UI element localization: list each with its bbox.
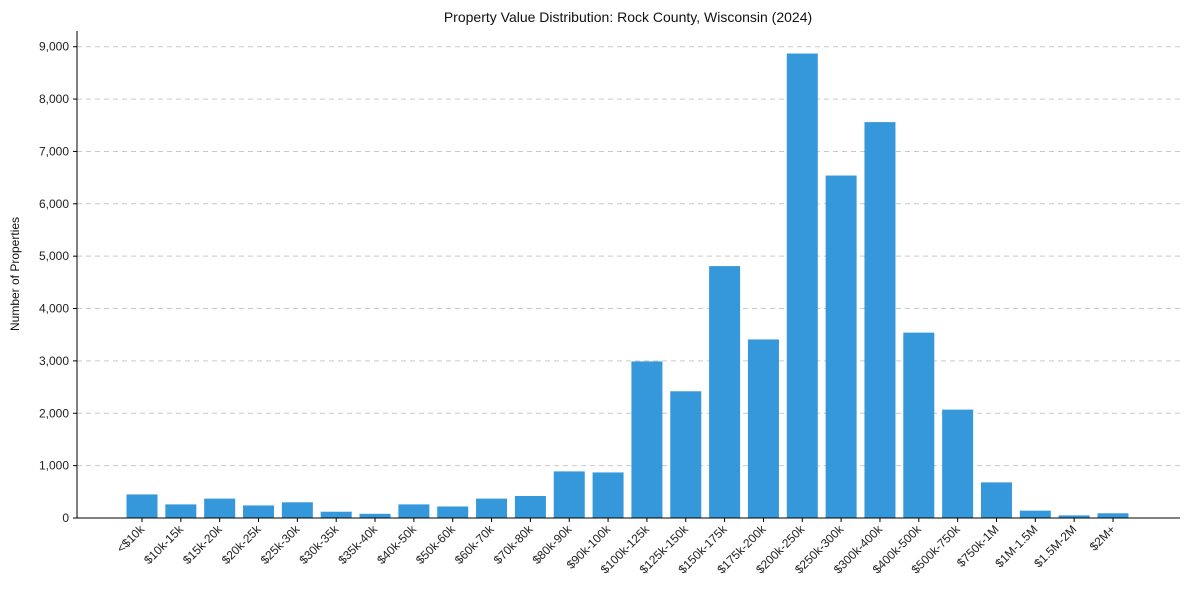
bar [825,175,857,518]
x-tick-label: $25k-30k [258,522,304,568]
bar [126,494,158,518]
y-tick-label: 7,000 [39,144,69,158]
bar [437,506,469,518]
bar [281,502,313,518]
bar [786,53,818,518]
y-tick-label: 4,000 [39,302,69,316]
bar [903,332,935,518]
bar [980,482,1012,518]
bar [709,266,741,518]
x-tick-label: $30k-35k [297,522,343,568]
bar [476,498,508,518]
bar [320,511,352,518]
x-tick-label: $50k-60k [413,522,459,568]
x-tick-label: $60k-70k [452,522,498,568]
x-tick-label: <$10k [114,522,148,556]
bar [670,391,702,518]
x-tick-label: $10k-15k [141,522,187,568]
bar [204,498,236,518]
bar [631,361,663,518]
y-tick-label: 1,000 [39,459,69,473]
y-ticks: 0 1,000 2,000 3,000 4,000 5,000 6,000 7,000 8,00… [39,40,77,525]
y-axis-label: Number of Properties [8,217,22,331]
axes [76,31,1180,519]
bar [592,472,624,518]
x-tick-label: $15k-20k [180,522,226,568]
y-tick-label: 0 [62,511,69,525]
y-tick-label: 3,000 [39,354,69,368]
x-tick-label: $20k-25k [219,522,265,568]
bar [1058,515,1090,518]
x-tick-label: $1.5M-2M [1031,522,1079,570]
y-tick-label: 8,000 [39,92,69,106]
x-ticks: <$10k$10k-15k$15k-20k$20k-25k$25k-30k$30… [114,518,1118,576]
bars [126,53,1129,519]
x-tick-label: $35k-40k [335,522,381,568]
bar [1019,510,1051,518]
y-tick-label: 2,000 [39,406,69,420]
bar [514,496,546,518]
chart-title: Property Value Distribution: Rock County… [444,9,812,25]
y-tick-label: 5,000 [39,249,69,263]
x-tick-label: $2M+ [1087,522,1118,553]
bar [553,471,585,518]
bar [359,513,391,518]
bar [1097,513,1129,518]
gridlines [77,46,1180,467]
y-tick-label: 6,000 [39,197,69,211]
y-tick-label: 9,000 [39,40,69,54]
bar [864,122,896,519]
bar [747,339,779,518]
bar [398,504,430,518]
bar [243,505,275,518]
bar [165,504,197,518]
bar [942,409,974,518]
x-tick-label: $70k-80k [491,522,537,568]
x-tick-label: $40k-50k [374,522,420,568]
